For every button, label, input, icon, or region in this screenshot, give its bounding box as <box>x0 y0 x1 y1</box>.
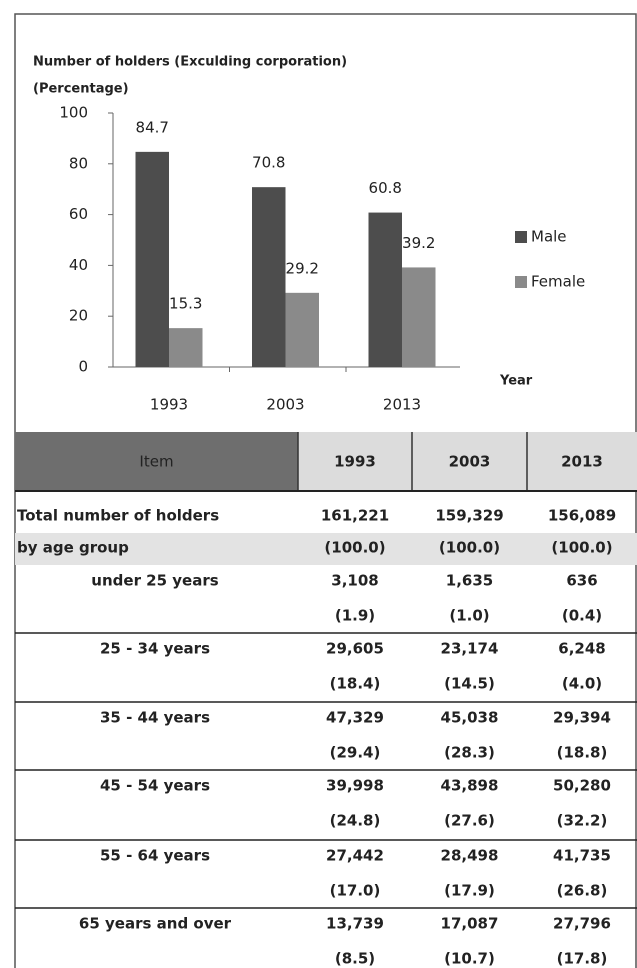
x-tick-label: 1993 <box>150 396 188 414</box>
bar <box>285 292 319 367</box>
count: 23,174 <box>441 640 499 658</box>
count: 43,898 <box>441 777 499 795</box>
row-label: 35 - 44 years <box>100 709 210 727</box>
row-label: 55 - 64 years <box>100 847 210 865</box>
y-tick-label: 80 <box>69 154 88 172</box>
count: 13,739 <box>326 915 384 933</box>
y-tick-label: 0 <box>78 358 88 376</box>
share: (24.8) <box>330 812 381 830</box>
share: (4.0) <box>562 675 602 693</box>
share: (1.0) <box>449 607 489 625</box>
share: (17.8) <box>557 950 608 968</box>
bar <box>252 187 286 367</box>
count: 41,735 <box>553 847 611 865</box>
count: 17,087 <box>441 915 499 933</box>
count: 29,394 <box>553 709 611 727</box>
share: (28.3) <box>444 744 495 762</box>
count: 39,998 <box>326 777 384 795</box>
row-label: 25 - 34 years <box>100 640 210 658</box>
share: (0.4) <box>562 607 602 625</box>
share: (1.9) <box>335 607 375 625</box>
count: 50,280 <box>553 777 611 795</box>
share: (26.8) <box>557 882 608 900</box>
bar <box>368 212 402 367</box>
row-label: 45 - 54 years <box>100 777 210 795</box>
share: (29.4) <box>330 744 381 762</box>
share: (32.2) <box>557 812 608 830</box>
y-tick-label: 60 <box>69 205 88 223</box>
total-shade <box>15 533 637 565</box>
count: 156,089 <box>548 507 616 525</box>
row-label: 65 years and over <box>79 915 232 933</box>
count: 47,329 <box>326 709 384 727</box>
share: (17.0) <box>330 882 381 900</box>
share: (100.0) <box>551 539 612 557</box>
share: (27.6) <box>444 812 495 830</box>
y-tick-label: 20 <box>69 307 88 325</box>
share: (8.5) <box>335 950 375 968</box>
data-label: 39.2 <box>402 234 435 252</box>
count: 27,442 <box>326 847 384 865</box>
row-label: Total number of holders <box>17 507 219 525</box>
data-label: 60.8 <box>369 179 402 197</box>
data-label: 15.3 <box>169 295 202 313</box>
data-label: 70.8 <box>252 154 285 172</box>
bar <box>402 267 436 367</box>
table-header: Item <box>139 453 173 471</box>
count: 6,248 <box>558 640 605 658</box>
header-years <box>298 432 637 491</box>
x-axis-label: Year <box>499 374 533 389</box>
share: (18.4) <box>330 675 381 693</box>
legend-swatch <box>515 231 527 243</box>
count: 45,038 <box>441 709 499 727</box>
count: 29,605 <box>326 640 384 658</box>
count: 636 <box>566 572 597 590</box>
x-tick-label: 2003 <box>266 396 304 414</box>
count: 3,108 <box>331 572 378 590</box>
y-tick-label: 100 <box>59 104 88 122</box>
count: 159,329 <box>435 507 503 525</box>
y-tick-label: 40 <box>69 256 88 274</box>
share: (17.9) <box>444 882 495 900</box>
x-tick-label: 2013 <box>383 396 421 414</box>
table-header: 2003 <box>449 453 491 471</box>
bar <box>169 328 203 367</box>
share: (14.5) <box>444 675 495 693</box>
table-header: 2013 <box>561 453 603 471</box>
count: 1,635 <box>446 572 493 590</box>
row-label: under 25 years <box>91 572 218 590</box>
bar <box>135 151 169 367</box>
data-label: 84.7 <box>136 118 169 136</box>
header-item <box>15 432 298 491</box>
table-header: 1993 <box>334 453 376 471</box>
legend-swatch <box>515 276 527 288</box>
row-label: by age group <box>17 539 129 557</box>
chart-subtitle: (Percentage) <box>33 82 129 97</box>
share: (10.7) <box>444 950 495 968</box>
legend-label: Female <box>531 273 585 291</box>
count: 28,498 <box>441 847 499 865</box>
chart-title: Number of holders (Exculding corporation… <box>33 55 347 70</box>
share: (100.0) <box>324 539 385 557</box>
share: (100.0) <box>439 539 500 557</box>
data-label: 29.2 <box>286 259 319 277</box>
count: 27,796 <box>553 915 611 933</box>
count: 161,221 <box>321 507 389 525</box>
share: (18.8) <box>557 744 608 762</box>
legend-label: Male <box>531 228 567 246</box>
